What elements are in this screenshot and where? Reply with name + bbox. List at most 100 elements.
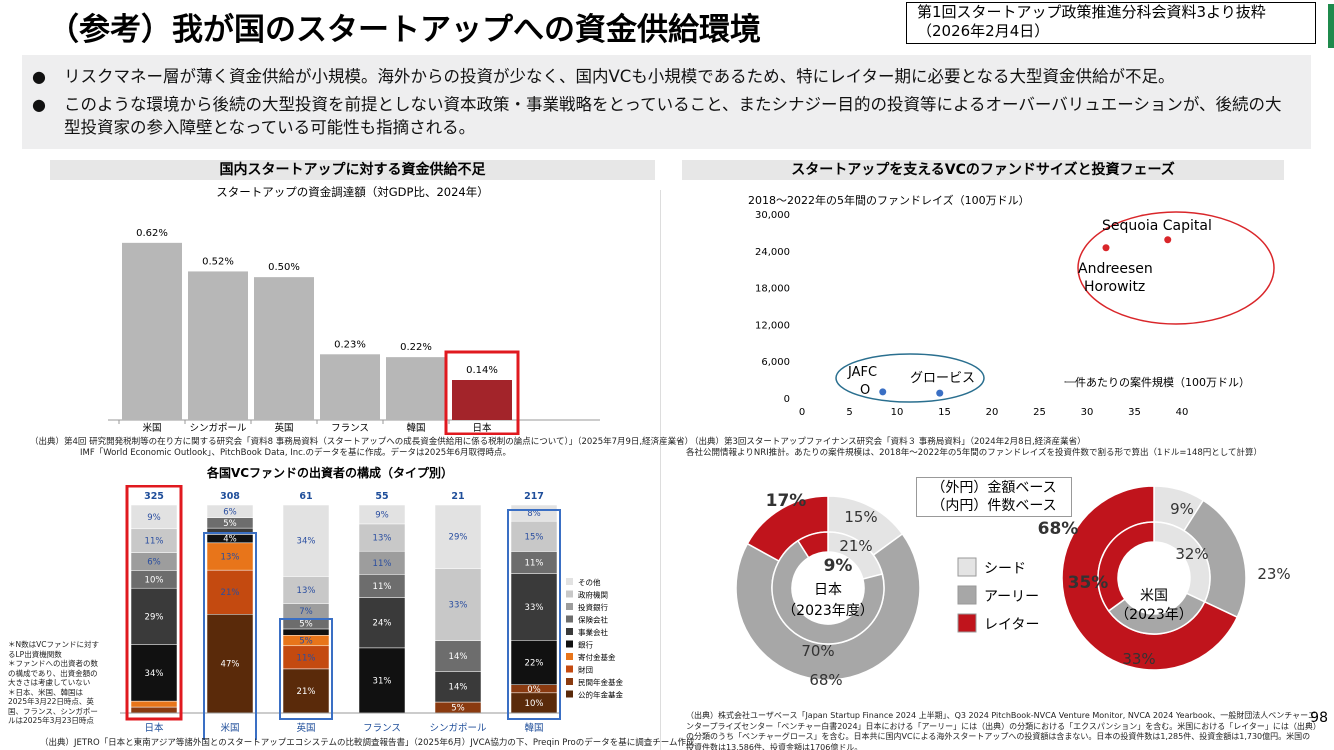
x-tick-label: 5 — [846, 407, 852, 418]
note-line: 2025年3月22日時点、英 — [8, 697, 94, 706]
segment-label: 31% — [373, 676, 392, 686]
bar-value-label: 0.14% — [466, 365, 498, 376]
y-tick-label: 0 — [784, 394, 790, 405]
jp-vc-ellipse — [835, 353, 985, 403]
left-top-source1: （出典）第4回 研究開発税制等の在り方に関する研究会「資料8 事務局資料（スター… — [30, 437, 694, 447]
japan-year-label: （2023年度） — [782, 603, 874, 619]
stack-segment — [282, 576, 330, 604]
legend-label: レイター — [984, 617, 1039, 633]
left-top-source2: IMF「World Economic Outlook」、PitchBook Da… — [80, 448, 512, 458]
segment-label: 5% — [299, 637, 313, 647]
donut-value-label: 21% — [839, 537, 872, 555]
column-total: 61 — [299, 491, 312, 502]
category-label: フランス — [331, 423, 369, 434]
segment-label: 22% — [525, 659, 544, 669]
x-tick-label: 40 — [1176, 407, 1189, 418]
legend-label: 寄付金基金 — [578, 652, 616, 662]
segment-label: 34% — [145, 669, 164, 679]
segment-label: 13% — [297, 586, 316, 596]
segment-label: 24% — [373, 619, 392, 629]
y-tick-label: 18,000 — [755, 284, 790, 295]
stack-segment — [434, 568, 482, 641]
stack-segment — [206, 542, 254, 571]
note-line: 国、フランス、シンガポー — [8, 706, 98, 716]
bar-value-label: 0.23% — [334, 339, 366, 350]
legend-swatch — [566, 653, 573, 660]
stack-segment — [282, 628, 330, 636]
segment-label: 11% — [373, 559, 392, 569]
legend-swatch — [566, 578, 573, 585]
legend-swatch — [957, 557, 977, 577]
left-top-band: 国内スタートアップに対する資金供給不足 — [50, 160, 655, 180]
legend-label: 民間年金基金 — [578, 677, 623, 687]
x-tick-label: 35 — [1128, 407, 1141, 418]
note-line: の構成であり、出資金額の — [8, 668, 98, 678]
gdp-bar-chart: 0.62% 米国 0.52% シンガポール 0.50% 英国 0.23% フランス 0.22% 韓… — [108, 228, 600, 435]
donut-value-label: 32% — [1175, 545, 1208, 563]
right-top-source1: （出典）第3回スタートアップファイナンス研究会「資料３ 事務局資料」（2024年… — [690, 437, 1086, 447]
segment-label: 29% — [449, 533, 468, 543]
right-bottom-source: （出典）株式会社ユーザベース「Japan Startup Finance 202… — [686, 711, 1317, 750]
x-tick-label: 10 — [891, 407, 904, 418]
legend-label: 政府機関 — [578, 590, 608, 600]
segment-label: 5% — [223, 519, 237, 529]
right-top-band: スタートアップを支えるVCのファンドサイズと投資フェーズ — [682, 160, 1284, 180]
segment-label: 0% — [527, 685, 541, 695]
scatter-point — [1102, 244, 1110, 252]
stack-segment — [510, 640, 558, 685]
column-total: 217 — [524, 491, 544, 502]
stack-segment — [358, 504, 406, 525]
legend-label: 保険会社 — [578, 615, 608, 625]
segment-label: 33% — [449, 601, 468, 611]
page-title: （参考）我が国のスタートアップへの資金供給環境 — [48, 12, 761, 48]
segment-label: 14% — [449, 683, 468, 693]
donut-value-label: 23% — [1257, 565, 1290, 583]
scatter-point — [1164, 236, 1172, 244]
blue-highlight-box — [279, 618, 333, 720]
stack-segment — [130, 644, 178, 702]
scatter-point — [879, 388, 887, 396]
stack-segment — [130, 504, 178, 530]
bullet-dot-icon: ● — [32, 95, 46, 114]
legend-label: その他 — [578, 577, 601, 587]
segment-label: 7% — [299, 607, 313, 617]
column-category: 米国 — [220, 722, 239, 734]
lp-stacked-chart: 34% 29% 10% 6% 11% 9% 325 日本 47% 21% 13% 4% 5% 6% 308 米… — [120, 485, 623, 740]
note-line: ＊ファンドへの出資者の数 — [8, 659, 98, 668]
stack-segment — [282, 504, 330, 577]
legend-swatch — [566, 690, 573, 698]
bar-value-label: 0.52% — [202, 256, 234, 267]
segment-label: 10% — [145, 575, 164, 585]
segment-label: 34% — [297, 537, 316, 547]
segment-label: 11% — [145, 537, 164, 547]
legend-swatch — [957, 585, 977, 605]
lp-notes: ＊N数はVCファンドに対す るLP出資機関数 ＊ファンドへの出資者の数 の構成であり、… — [8, 640, 99, 726]
legend-label: 銀行 — [578, 640, 593, 650]
bar-米国 — [122, 242, 182, 420]
x-tick-label: 15 — [938, 407, 951, 418]
legend-label: シード — [984, 561, 1026, 577]
right-top-source2: 各社公開情報よりNRI推計。あたりの案件規模は、2018年～2022年の5年間の… — [686, 448, 1263, 458]
blue-highlight-box — [507, 509, 561, 720]
segment-label: 47% — [221, 660, 240, 670]
source-box: 第1回スタートアップ政策推進分科会資料3より抜粋 （2026年2月4日） — [906, 2, 1316, 44]
us-vc-ellipse — [1077, 211, 1275, 325]
donut-value-label: 9% — [824, 556, 853, 576]
legend-title-inner: （内円）件数ベース — [931, 498, 1057, 514]
y-tick-label: 30,000 — [755, 210, 790, 221]
stack-segment — [510, 573, 558, 641]
label-globis: グロービス — [910, 371, 975, 386]
label-andreesen: Andreesen — [1078, 261, 1153, 277]
legend-swatch — [566, 640, 573, 648]
scatter-point — [936, 389, 944, 397]
legend-swatch — [566, 665, 573, 673]
left-bottom-source: （出典）JETRO「日本と東南アジア等諸外国とのスタートアップエコシステムの比較… — [40, 738, 695, 748]
stack-segment — [206, 569, 254, 615]
legend-title-outer: （外円）金額ベース — [931, 480, 1057, 496]
stack-segment — [282, 668, 330, 714]
legend-swatch — [566, 590, 573, 598]
left-top-subtitle: スタートアップの資金調達額（対GDP比、2024年） — [216, 185, 489, 199]
stack-segment — [130, 587, 178, 645]
note-line: ＊日本、米国、韓国は — [8, 687, 83, 697]
label-jafco-o: O — [860, 383, 870, 398]
